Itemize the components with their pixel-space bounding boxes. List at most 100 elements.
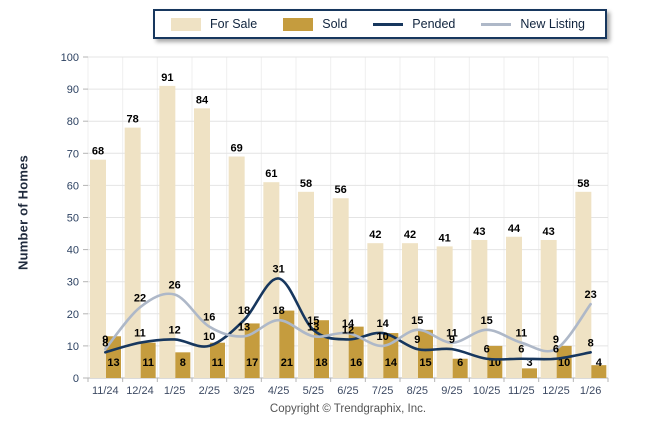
line-value-label: 15 xyxy=(481,315,493,327)
chart-canvas: 0102030405060708090100687891846961585642… xyxy=(61,52,609,397)
bar-value-label: 15 xyxy=(419,357,431,369)
copyright-text: Copyright © Trendgraphix, Inc. xyxy=(269,403,427,415)
legend-item-sold: Sold xyxy=(283,17,347,31)
bar-sold xyxy=(487,345,503,378)
x-tick-label: 3/25 xyxy=(233,385,254,397)
legend-item-for-sale: For Sale xyxy=(171,17,257,31)
bar-value-label: 58 xyxy=(577,178,589,190)
bar-for-sale xyxy=(194,108,210,379)
pended-line-swatch-icon xyxy=(373,22,404,26)
legend-label: Pended xyxy=(412,17,456,31)
line-value-label: 11 xyxy=(134,328,146,340)
x-tick-label: 7/25 xyxy=(372,385,393,397)
y-tick-label: 100 xyxy=(61,52,79,64)
bar-value-label: 43 xyxy=(473,226,485,238)
x-tick-label: 5/25 xyxy=(303,385,324,397)
legend-label: Sold xyxy=(322,17,348,31)
bar-value-label: 3 xyxy=(526,357,532,369)
legend-item-pended: Pended xyxy=(373,17,455,31)
bar-value-label: 42 xyxy=(404,229,416,241)
line-pended xyxy=(104,277,592,361)
bar-for-sale xyxy=(298,191,314,378)
x-tick-label: 6/25 xyxy=(337,385,358,397)
line-value-label: 9 xyxy=(449,334,455,346)
bar-sold xyxy=(522,368,537,378)
x-tick-label: 12/24 xyxy=(126,385,154,397)
bar-value-label: 84 xyxy=(196,94,209,106)
bar-sold xyxy=(175,352,191,378)
x-tick-label: 9/25 xyxy=(441,385,462,397)
y-tick-label: 10 xyxy=(67,341,79,353)
line-value-label: 11 xyxy=(446,328,458,340)
bar-value-label: 43 xyxy=(543,226,555,238)
bar-value-label: 13 xyxy=(107,357,119,369)
x-tick-label: 2/25 xyxy=(199,385,220,397)
bar-sold xyxy=(279,310,295,378)
bar-for-sale xyxy=(332,198,349,378)
x-tick-label: 1/26 xyxy=(580,385,601,397)
line-value-label: 8 xyxy=(102,337,108,349)
y-tick-label: 50 xyxy=(67,213,79,225)
bar-for-sale xyxy=(228,156,245,378)
bar-value-label: 4 xyxy=(596,357,603,369)
line-value-label: 22 xyxy=(134,292,146,304)
bar-value-label: 14 xyxy=(385,357,398,369)
legend-label: New Listing xyxy=(520,17,586,31)
line-value-label: 31 xyxy=(273,263,285,275)
line-value-label: 10 xyxy=(377,331,389,343)
line-value-label: 14 xyxy=(377,318,390,330)
bar-for-sale xyxy=(159,85,176,378)
y-tick-label: 20 xyxy=(67,309,79,321)
bar-sold xyxy=(244,323,260,378)
bar-for-sale xyxy=(402,243,418,378)
x-tick-label: 11/24 xyxy=(92,385,119,397)
line-value-label: 9 xyxy=(414,334,420,346)
bar-value-label: 56 xyxy=(335,184,347,196)
legend: For Sale Sold Pended New Listing xyxy=(153,9,608,39)
bar-value-label: 44 xyxy=(508,223,521,235)
line-value-label: 9 xyxy=(553,334,559,346)
x-tick-label: 4/25 xyxy=(268,385,289,397)
bar-for-sale xyxy=(436,246,453,378)
bar-sold xyxy=(210,342,225,378)
sold-swatch-icon xyxy=(283,17,314,31)
bar-value-label: 17 xyxy=(246,357,258,369)
bar-for-sale xyxy=(471,239,488,378)
legend-item-new-listing: New Listing xyxy=(481,17,585,31)
y-tick-label: 70 xyxy=(67,148,79,160)
bar-value-label: 78 xyxy=(127,114,139,126)
bar-value-label: 21 xyxy=(281,357,293,369)
y-tick-label: 40 xyxy=(67,245,79,257)
bar-sold xyxy=(591,365,607,378)
line-value-label: 15 xyxy=(307,315,319,327)
line-value-label: 9 xyxy=(102,334,108,346)
bar-value-label: 8 xyxy=(180,357,186,369)
line-value-label: 16 xyxy=(203,312,215,324)
line-value-label: 6 xyxy=(484,344,490,356)
bar-value-label: 16 xyxy=(350,357,362,369)
new-listing-line-swatch-icon xyxy=(481,22,512,26)
x-tick-label: 8/25 xyxy=(407,385,428,397)
line-value-label: 12 xyxy=(342,324,354,336)
bar-sold xyxy=(418,329,433,378)
y-tick-label: 90 xyxy=(67,84,79,96)
bar-for-sale xyxy=(506,236,522,378)
bar-sold xyxy=(452,358,468,378)
bar-value-label: 69 xyxy=(231,143,243,155)
line-value-label: 6 xyxy=(518,344,524,356)
x-tick-label: 1/25 xyxy=(164,385,185,397)
bar-sold xyxy=(106,336,121,378)
line-value-label: 8 xyxy=(588,337,594,349)
y-tick-label: 30 xyxy=(67,277,79,289)
bar-value-label: 11 xyxy=(142,357,154,369)
x-tick-label: 10/25 xyxy=(473,385,501,397)
line-new-listing xyxy=(104,292,592,353)
line-value-label: 18 xyxy=(238,305,250,317)
line-value-label: 10 xyxy=(203,331,215,343)
bar-for-sale xyxy=(575,191,592,378)
bar-value-label: 11 xyxy=(212,357,224,369)
legend-label: For Sale xyxy=(210,17,258,31)
bar-for-sale xyxy=(367,243,384,378)
line-value-label: 23 xyxy=(585,289,597,301)
